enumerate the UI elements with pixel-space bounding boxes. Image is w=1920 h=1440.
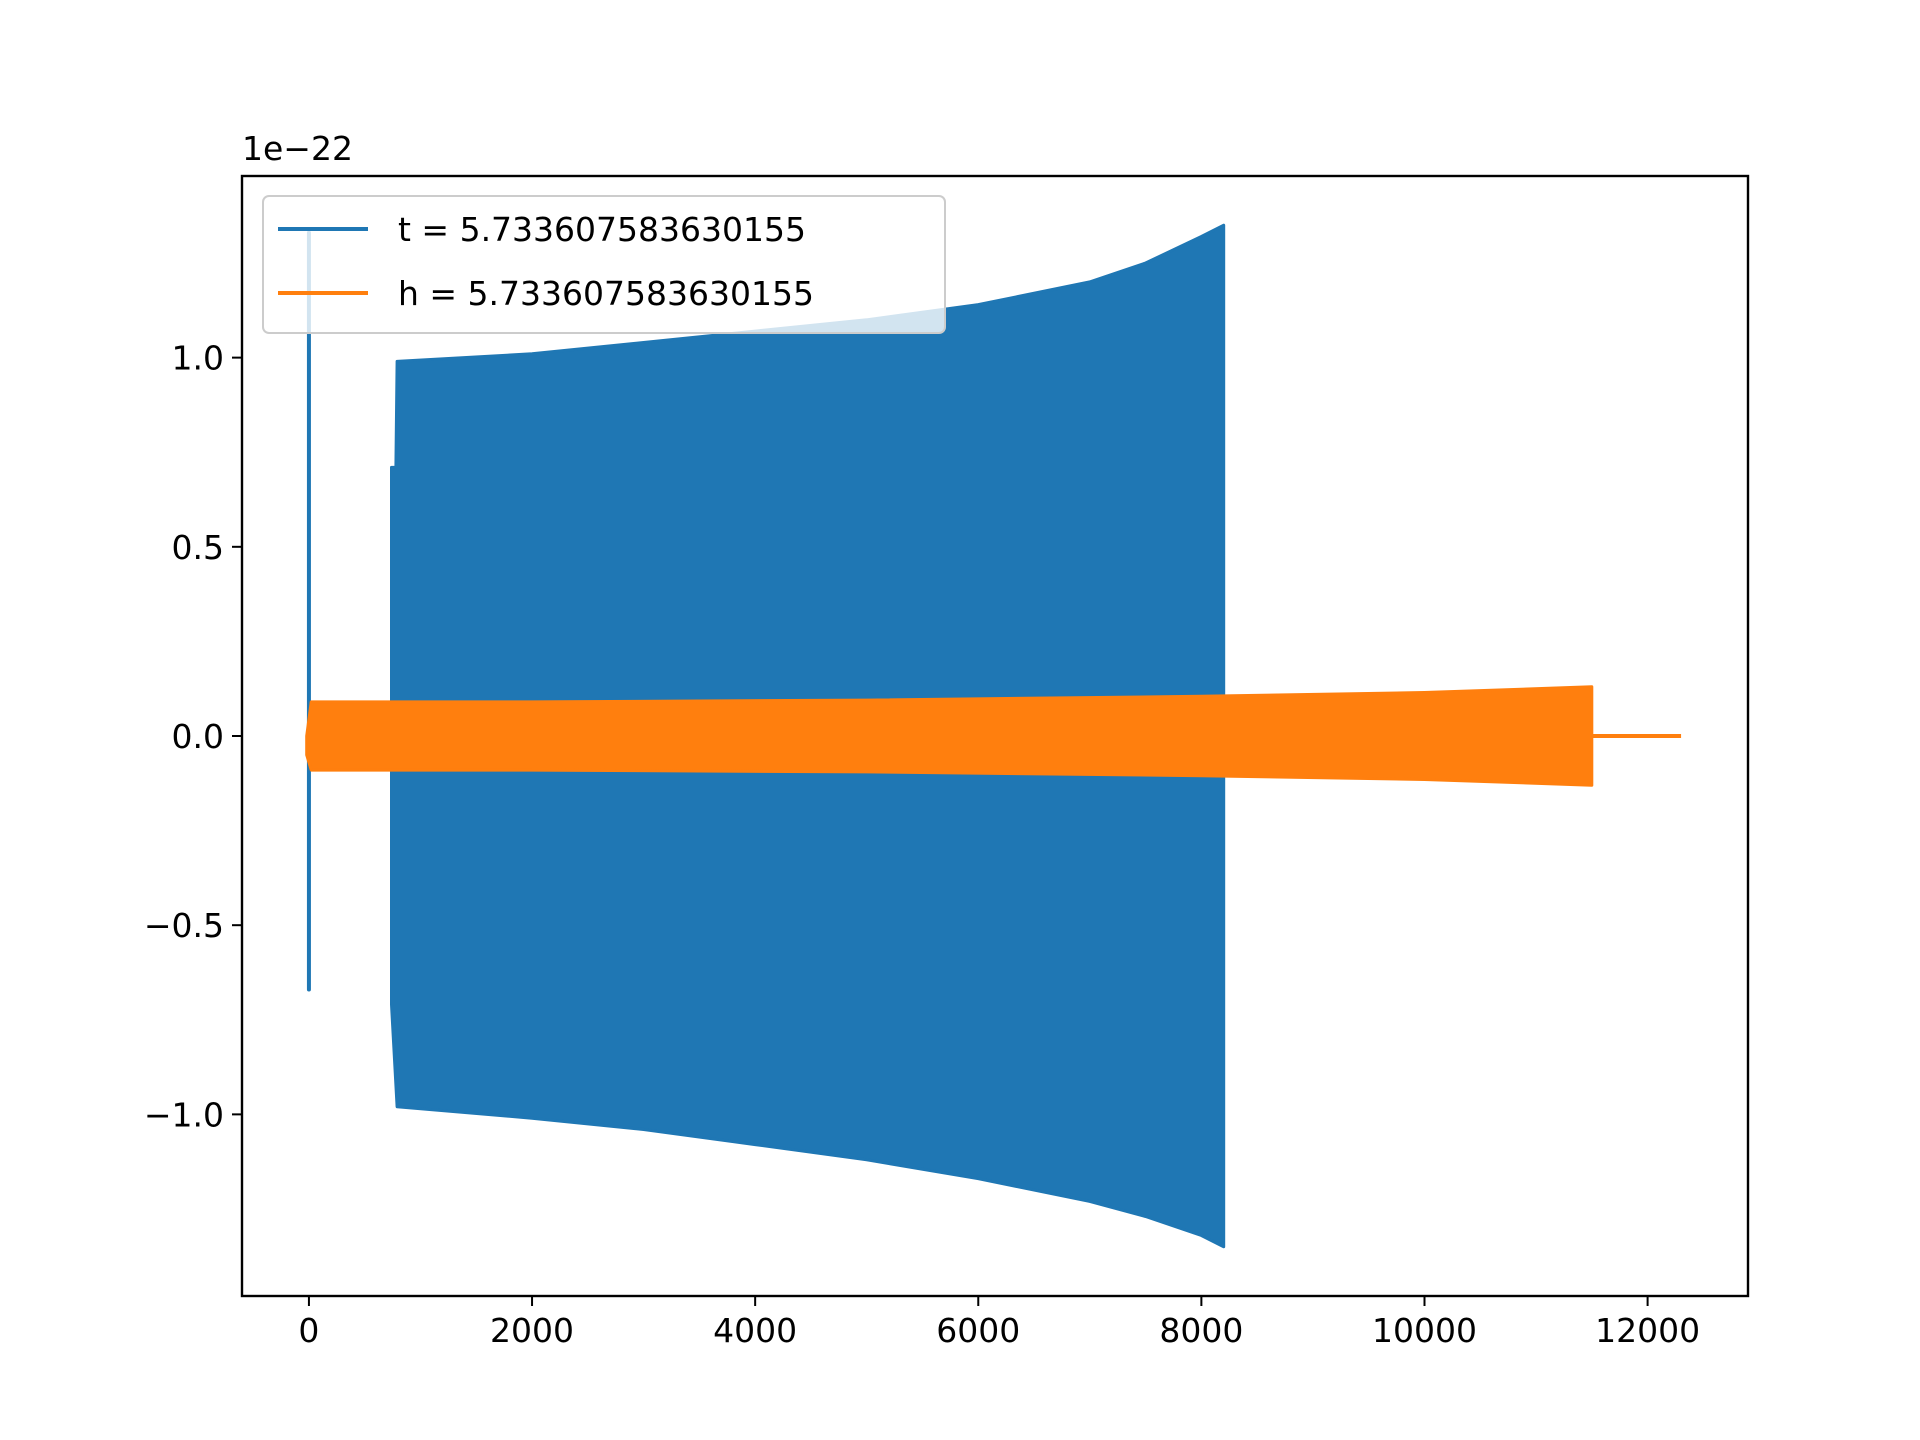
legend-label-t: t = 5.733607583630155 — [398, 210, 806, 249]
legend-label-h: h = 5.733607583630155 — [398, 274, 814, 313]
y-tick-label: 0.0 — [172, 717, 224, 756]
x-tick-label: 0 — [298, 1311, 319, 1350]
y-tick-label: −0.5 — [144, 906, 224, 945]
axes-layer: 0 2000 4000 6000 8000 10000 12000 −1.0 −0.5 0.0 0.… — [144, 174, 1750, 1350]
y-tick-label: 0.5 — [172, 528, 224, 567]
x-tick-label: 8000 — [1159, 1311, 1243, 1350]
x-tick-label: 4000 — [713, 1311, 797, 1350]
y-tick-label: 1.0 — [172, 339, 224, 378]
x-tick-label: 2000 — [490, 1311, 574, 1350]
y-tick-label: −1.0 — [144, 1095, 224, 1134]
legend-box — [262, 195, 946, 334]
offset-text: 1e−22 — [242, 129, 353, 168]
legend: t = 5.733607583630155 h = 5.733607583630… — [262, 195, 946, 334]
x-tick-label: 12000 — [1595, 1311, 1700, 1350]
series-group — [305, 223, 1682, 1249]
plot-layer — [305, 223, 1682, 1249]
x-tick-label: 10000 — [1372, 1311, 1477, 1350]
x-tick-label: 6000 — [936, 1311, 1020, 1350]
series-h-envelope — [305, 685, 1594, 787]
